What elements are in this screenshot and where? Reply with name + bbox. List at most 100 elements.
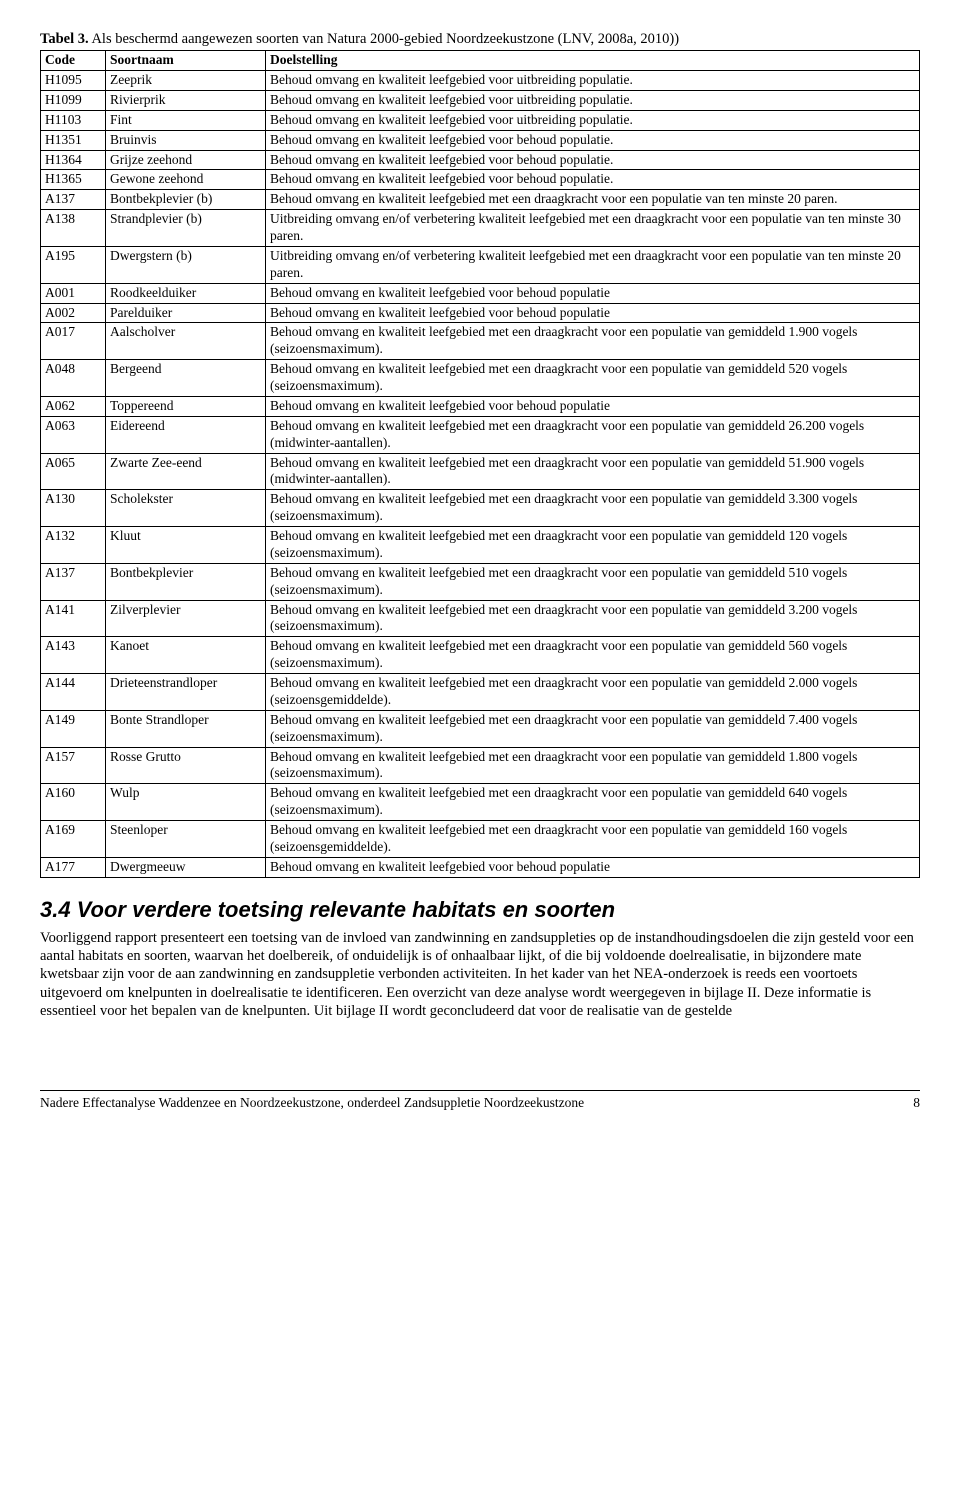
table-row: A137Bontbekplevier (b)Behoud omvang en k… <box>41 190 920 210</box>
table-row: A001RoodkeelduikerBehoud omvang en kwali… <box>41 283 920 303</box>
body-paragraph: Voorliggend rapport presenteert een toet… <box>40 929 920 1020</box>
cell-doelstelling: Behoud omvang en kwaliteit leefgebied me… <box>266 527 920 564</box>
cell-soortnaam: Zeeprik <box>106 71 266 91</box>
cell-doelstelling: Behoud omvang en kwaliteit leefgebied vo… <box>266 150 920 170</box>
cell-doelstelling: Behoud omvang en kwaliteit leefgebied me… <box>266 821 920 858</box>
cell-soortnaam: Wulp <box>106 784 266 821</box>
cell-soortnaam: Dwergmeeuw <box>106 857 266 877</box>
table-caption: Tabel 3. Als beschermd aangewezen soorte… <box>40 30 920 48</box>
cell-soortnaam: Bontbekplevier (b) <box>106 190 266 210</box>
cell-soortnaam: Strandplevier (b) <box>106 210 266 247</box>
cell-doelstelling: Behoud omvang en kwaliteit leefgebied me… <box>266 600 920 637</box>
cell-code: A149 <box>41 710 106 747</box>
table-row: A169SteenloperBehoud omvang en kwaliteit… <box>41 821 920 858</box>
table-row: A017AalscholverBehoud omvang en kwalitei… <box>41 323 920 360</box>
header-doelstelling: Doelstelling <box>266 51 920 71</box>
cell-soortnaam: Toppereend <box>106 396 266 416</box>
cell-code: A160 <box>41 784 106 821</box>
cell-soortnaam: Bonte Strandloper <box>106 710 266 747</box>
cell-soortnaam: Kanoet <box>106 637 266 674</box>
table-row: A141ZilverplevierBehoud omvang en kwalit… <box>41 600 920 637</box>
cell-code: A002 <box>41 303 106 323</box>
header-soortnaam: Soortnaam <box>106 51 266 71</box>
cell-soortnaam: Grijze zeehond <box>106 150 266 170</box>
cell-doelstelling: Behoud omvang en kwaliteit leefgebied vo… <box>266 90 920 110</box>
table-row: H1364Grijze zeehondBehoud omvang en kwal… <box>41 150 920 170</box>
cell-doelstelling: Behoud omvang en kwaliteit leefgebied vo… <box>266 857 920 877</box>
cell-code: A143 <box>41 637 106 674</box>
table-row: H1365Gewone zeehondBehoud omvang en kwal… <box>41 170 920 190</box>
cell-code: A141 <box>41 600 106 637</box>
cell-soortnaam: Rosse Grutto <box>106 747 266 784</box>
cell-doelstelling: Behoud omvang en kwaliteit leefgebied vo… <box>266 170 920 190</box>
cell-code: A177 <box>41 857 106 877</box>
table-caption-text: Als beschermd aangewezen soorten van Nat… <box>89 31 679 47</box>
cell-code: A130 <box>41 490 106 527</box>
table-row: A063EidereendBehoud omvang en kwaliteit … <box>41 416 920 453</box>
cell-code: H1103 <box>41 110 106 130</box>
cell-soortnaam: Bruinvis <box>106 130 266 150</box>
species-table: Code Soortnaam Doelstelling H1095Zeeprik… <box>40 50 920 878</box>
cell-soortnaam: Roodkeelduiker <box>106 283 266 303</box>
cell-doelstelling: Behoud omvang en kwaliteit leefgebied me… <box>266 453 920 490</box>
cell-doelstelling: Behoud omvang en kwaliteit leefgebied vo… <box>266 396 920 416</box>
section-heading: 3.4 Voor verdere toetsing relevante habi… <box>40 896 920 924</box>
table-row: A130ScholeksterBehoud omvang en kwalitei… <box>41 490 920 527</box>
cell-soortnaam: Eidereend <box>106 416 266 453</box>
cell-code: A063 <box>41 416 106 453</box>
cell-soortnaam: Gewone zeehond <box>106 170 266 190</box>
table-row: A132KluutBehoud omvang en kwaliteit leef… <box>41 527 920 564</box>
cell-soortnaam: Fint <box>106 110 266 130</box>
cell-code: A001 <box>41 283 106 303</box>
footer-left: Nadere Effectanalyse Waddenzee en Noordz… <box>40 1095 584 1112</box>
cell-code: A132 <box>41 527 106 564</box>
cell-soortnaam: Scholekster <box>106 490 266 527</box>
table-row: A143KanoetBehoud omvang en kwaliteit lee… <box>41 637 920 674</box>
table-header-row: Code Soortnaam Doelstelling <box>41 51 920 71</box>
table-row: H1095ZeeprikBehoud omvang en kwaliteit l… <box>41 71 920 91</box>
cell-code: A137 <box>41 563 106 600</box>
cell-soortnaam: Zilverplevier <box>106 600 266 637</box>
table-row: A144DrieteenstrandloperBehoud omvang en … <box>41 674 920 711</box>
cell-doelstelling: Uitbreiding omvang en/of verbetering kwa… <box>266 210 920 247</box>
cell-soortnaam: Drieteenstrandloper <box>106 674 266 711</box>
cell-doelstelling: Behoud omvang en kwaliteit leefgebied me… <box>266 784 920 821</box>
table-row: H1351BruinvisBehoud omvang en kwaliteit … <box>41 130 920 150</box>
cell-doelstelling: Behoud omvang en kwaliteit leefgebied me… <box>266 747 920 784</box>
table-row: H1099RivierprikBehoud omvang en kwalitei… <box>41 90 920 110</box>
cell-doelstelling: Behoud omvang en kwaliteit leefgebied me… <box>266 416 920 453</box>
table-row: H1103FintBehoud omvang en kwaliteit leef… <box>41 110 920 130</box>
table-caption-label: Tabel 3. <box>40 31 89 47</box>
cell-doelstelling: Behoud omvang en kwaliteit leefgebied me… <box>266 190 920 210</box>
cell-code: A157 <box>41 747 106 784</box>
cell-doelstelling: Behoud omvang en kwaliteit leefgebied me… <box>266 674 920 711</box>
footer-rule <box>40 1090 920 1091</box>
cell-code: A138 <box>41 210 106 247</box>
cell-doelstelling: Behoud omvang en kwaliteit leefgebied me… <box>266 637 920 674</box>
cell-code: H1351 <box>41 130 106 150</box>
table-row: A065Zwarte Zee-eendBehoud omvang en kwal… <box>41 453 920 490</box>
table-row: A177DwergmeeuwBehoud omvang en kwaliteit… <box>41 857 920 877</box>
cell-code: A065 <box>41 453 106 490</box>
cell-code: H1365 <box>41 170 106 190</box>
table-row: A195Dwergstern (b)Uitbreiding omvang en/… <box>41 246 920 283</box>
cell-code: A137 <box>41 190 106 210</box>
cell-doelstelling: Behoud omvang en kwaliteit leefgebied me… <box>266 563 920 600</box>
cell-code: H1099 <box>41 90 106 110</box>
cell-soortnaam: Parelduiker <box>106 303 266 323</box>
header-code: Code <box>41 51 106 71</box>
footer: Nadere Effectanalyse Waddenzee en Noordz… <box>40 1095 920 1112</box>
table-row: A138Strandplevier (b)Uitbreiding omvang … <box>41 210 920 247</box>
cell-doelstelling: Behoud omvang en kwaliteit leefgebied vo… <box>266 130 920 150</box>
cell-soortnaam: Dwergstern (b) <box>106 246 266 283</box>
table-row: A062ToppereendBehoud omvang en kwaliteit… <box>41 396 920 416</box>
cell-soortnaam: Bergeend <box>106 360 266 397</box>
footer-right: 8 <box>913 1095 920 1112</box>
cell-doelstelling: Behoud omvang en kwaliteit leefgebied vo… <box>266 303 920 323</box>
table-row: A157Rosse GruttoBehoud omvang en kwalite… <box>41 747 920 784</box>
cell-code: A169 <box>41 821 106 858</box>
cell-code: A048 <box>41 360 106 397</box>
cell-code: A144 <box>41 674 106 711</box>
table-row: A048BergeendBehoud omvang en kwaliteit l… <box>41 360 920 397</box>
cell-soortnaam: Zwarte Zee-eend <box>106 453 266 490</box>
